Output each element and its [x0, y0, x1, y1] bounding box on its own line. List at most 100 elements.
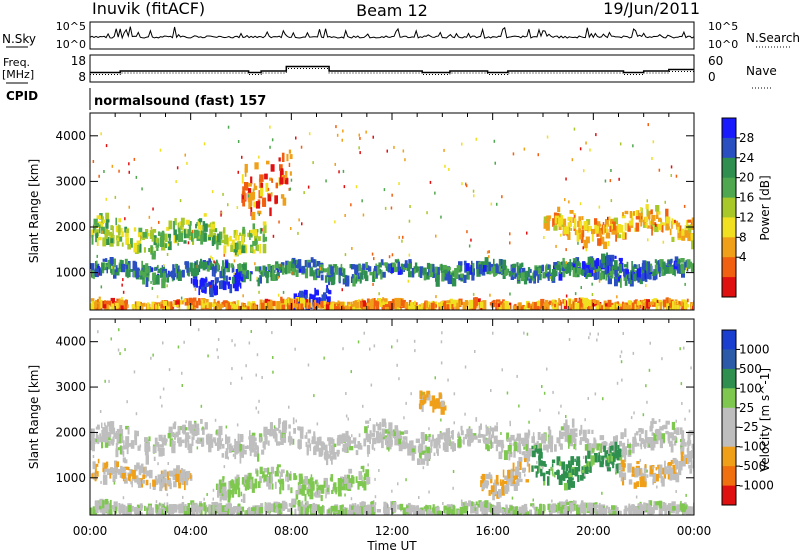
power-cell — [271, 178, 274, 183]
vel-cell — [661, 433, 666, 443]
power-cell — [610, 254, 615, 262]
power-cell — [602, 263, 605, 268]
vel-cell — [282, 434, 285, 439]
power-cell — [535, 266, 539, 271]
power-cell — [304, 260, 307, 268]
vel-cell — [523, 446, 526, 450]
power-cell — [198, 300, 201, 306]
power-cell — [680, 265, 685, 274]
vel-cell — [104, 498, 109, 505]
vel-cell — [221, 443, 225, 449]
power-cell — [380, 259, 384, 266]
vel-cell — [655, 438, 659, 445]
vel-cell — [301, 431, 304, 439]
power-speck — [128, 170, 130, 174]
vel-cell — [442, 405, 447, 411]
vel-cell — [301, 500, 304, 506]
vel-cell — [369, 430, 372, 440]
power-cell — [689, 261, 693, 268]
vel-cell — [487, 445, 490, 452]
vel-cell — [123, 440, 125, 446]
vel-cell — [499, 479, 502, 483]
power-cell — [590, 258, 595, 268]
vel-cell — [546, 444, 549, 453]
power-cell — [209, 287, 214, 298]
power-cell — [118, 225, 121, 235]
power-cell — [425, 301, 428, 309]
vel-cell — [611, 505, 616, 510]
power-cell — [141, 260, 143, 270]
power-speck — [272, 234, 275, 238]
vel-cell — [507, 511, 512, 515]
power-cell — [149, 230, 155, 239]
power-speck — [187, 241, 190, 245]
power-cell — [167, 241, 172, 251]
power-cell — [166, 306, 170, 310]
power-cell — [578, 223, 581, 234]
power-cell — [115, 302, 119, 309]
vel-cell — [336, 438, 341, 446]
power-cell — [522, 304, 525, 310]
power-cell — [585, 236, 590, 244]
power-cell — [185, 261, 189, 269]
power-cell — [315, 297, 319, 304]
power-cell — [519, 306, 523, 310]
vel-cell — [282, 481, 284, 488]
power-cell — [205, 299, 209, 303]
vel-cell — [681, 456, 686, 467]
vel-cell — [280, 478, 284, 483]
vel-cell — [241, 450, 244, 458]
vel-cell — [411, 448, 415, 453]
power-cell — [599, 272, 604, 280]
vel-cell — [185, 472, 190, 479]
power-cell — [125, 267, 129, 277]
power-speck — [579, 147, 582, 151]
power-speck — [372, 135, 374, 139]
vel-cell — [477, 503, 482, 508]
vel-cell — [434, 400, 439, 409]
vel-cell — [507, 469, 511, 480]
power-cell — [156, 248, 159, 251]
vel-cell — [419, 390, 423, 400]
vel-cell — [130, 440, 135, 449]
vel-cell — [326, 487, 329, 492]
vel-cell — [215, 483, 219, 490]
vel-cell — [270, 427, 273, 432]
vel-cell — [160, 474, 163, 479]
vel-cell — [490, 485, 495, 495]
power-cell — [279, 177, 283, 185]
vel-cell — [685, 457, 688, 464]
power-cell — [360, 272, 362, 283]
power-cell — [222, 230, 226, 239]
vel-cell — [254, 442, 257, 448]
vel-cell — [522, 467, 526, 472]
vel-cell — [644, 465, 647, 473]
power-cell — [250, 246, 254, 252]
power-cell — [157, 231, 161, 236]
vel-cell — [482, 434, 486, 441]
power-cell — [91, 270, 95, 279]
power-cell — [651, 214, 656, 221]
vel-cell — [329, 444, 331, 453]
power-cell — [287, 261, 292, 271]
power-speck — [220, 213, 222, 217]
vel-cell — [526, 453, 531, 462]
vel-cell — [217, 484, 222, 492]
vel-cell — [267, 467, 270, 475]
power-cell — [200, 277, 204, 284]
power-cell — [142, 231, 147, 238]
vel-cell — [282, 437, 287, 443]
vel-cell — [504, 475, 507, 481]
power-cell — [660, 222, 665, 226]
vel-cell — [228, 443, 232, 453]
power-cell — [150, 245, 153, 255]
vel-cell — [506, 432, 510, 441]
vel-cell — [127, 443, 132, 447]
vel-cell — [450, 503, 453, 510]
vel-cell — [113, 427, 116, 437]
vel-cell — [276, 506, 279, 513]
power-cell — [654, 223, 659, 233]
power-cell — [243, 307, 247, 310]
power-speck — [226, 268, 229, 272]
vel-cell — [558, 461, 562, 467]
